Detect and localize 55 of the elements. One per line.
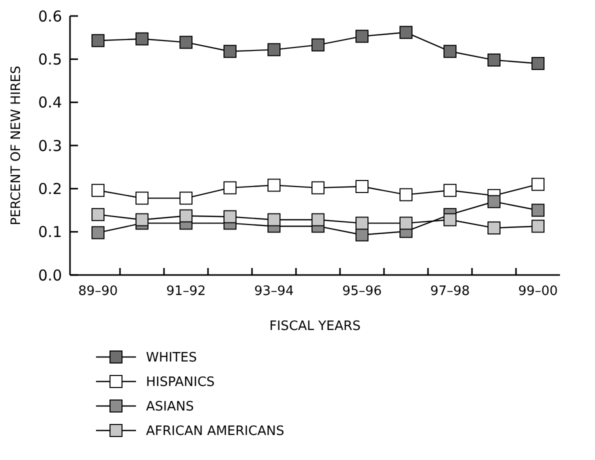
legend-label: ASIANS bbox=[146, 400, 194, 415]
point bbox=[356, 216, 368, 230]
y-tick-label: 0.1 bbox=[38, 223, 62, 242]
point bbox=[180, 36, 192, 49]
point bbox=[356, 180, 368, 194]
point bbox=[312, 38, 324, 52]
x-tick-label: 95–96 bbox=[342, 284, 382, 299]
point bbox=[136, 213, 148, 226]
point bbox=[444, 213, 456, 226]
x-tick-label: 93–94 bbox=[254, 284, 294, 299]
x-tick-label: 99–00 bbox=[518, 284, 558, 299]
point bbox=[488, 221, 500, 234]
point bbox=[224, 181, 236, 194]
y-tick-label: 0.0 bbox=[38, 266, 62, 284]
point bbox=[356, 228, 368, 242]
x-tick-label: 91–92 bbox=[166, 284, 206, 299]
point bbox=[488, 54, 500, 67]
point bbox=[136, 192, 148, 205]
point bbox=[400, 26, 412, 39]
point bbox=[92, 226, 104, 240]
point bbox=[224, 210, 236, 224]
point bbox=[312, 181, 324, 194]
point bbox=[444, 44, 456, 58]
point bbox=[356, 30, 368, 43]
x-axis-title: FISCAL YEARS bbox=[269, 319, 361, 334]
point bbox=[180, 209, 192, 222]
legend-label: WHITES bbox=[146, 350, 197, 366]
legend-label: HISPANICS bbox=[146, 375, 215, 390]
point bbox=[532, 220, 544, 233]
y-tick-label: 0.5 bbox=[38, 50, 62, 68]
y-tick-label: 0.6 bbox=[38, 7, 62, 26]
legend-label: AFRICAN AMERICANS bbox=[146, 424, 284, 440]
x-tick-label: 89–90 bbox=[78, 284, 118, 299]
point bbox=[532, 204, 544, 217]
point bbox=[92, 34, 104, 48]
x-tick-label: 97–98 bbox=[430, 284, 470, 299]
y-axis-title: PERCENT OF NEW HIRES bbox=[9, 66, 24, 226]
point bbox=[312, 213, 324, 226]
point bbox=[444, 184, 456, 197]
point bbox=[224, 44, 236, 58]
y-tick-label: 0.3 bbox=[38, 136, 62, 155]
point bbox=[136, 32, 148, 46]
point bbox=[532, 178, 544, 191]
y-tick-label: 0.4 bbox=[38, 94, 62, 112]
point bbox=[268, 43, 280, 56]
point bbox=[268, 178, 280, 192]
point bbox=[400, 188, 412, 202]
point bbox=[400, 216, 412, 230]
point bbox=[92, 184, 104, 197]
y-tick-label: 0.2 bbox=[38, 180, 62, 198]
point bbox=[488, 195, 500, 208]
point bbox=[180, 192, 192, 205]
point bbox=[532, 56, 544, 70]
point bbox=[268, 213, 280, 226]
point bbox=[92, 208, 104, 222]
